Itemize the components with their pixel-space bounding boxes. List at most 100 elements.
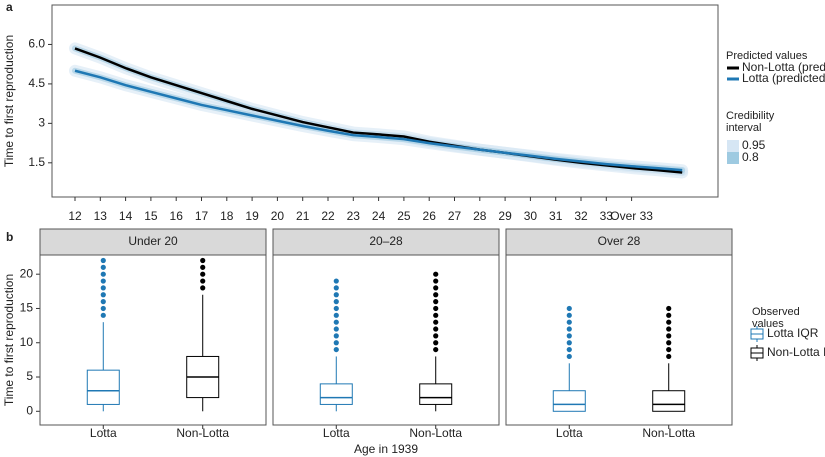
outlier xyxy=(666,346,672,353)
outlier xyxy=(566,326,572,332)
outlier xyxy=(100,305,106,312)
x-tick-label: 19 xyxy=(245,209,259,223)
outlier xyxy=(566,305,572,312)
outlier xyxy=(566,312,572,318)
legend-title: Predicted values xyxy=(726,50,808,62)
outlier xyxy=(200,264,206,270)
x-tick-label: 16 xyxy=(170,209,184,223)
outlier xyxy=(433,305,439,312)
x-tick-label: 33 xyxy=(600,209,614,223)
legend-label: Lotta IQR xyxy=(767,326,819,340)
outlier xyxy=(100,278,106,284)
legend-label: Non-Lotta IQR xyxy=(767,345,825,359)
outlier xyxy=(666,340,672,346)
y-tick-label: 15 xyxy=(20,301,34,315)
outlier xyxy=(433,312,439,318)
panel-label: b xyxy=(6,230,13,244)
outlier xyxy=(433,326,439,332)
outlier xyxy=(666,353,672,360)
x-tick-label: 26 xyxy=(423,209,437,223)
x-tick-label: Lotta xyxy=(556,426,583,440)
facet-title: Over 28 xyxy=(598,234,641,248)
series-line xyxy=(74,69,683,172)
x-tick-label: 13 xyxy=(94,209,108,223)
y-axis-label: Time to first reproduction xyxy=(2,274,16,406)
box xyxy=(419,383,453,405)
outlier xyxy=(333,312,339,318)
x-tick-label: 28 xyxy=(473,209,487,223)
outlier xyxy=(333,326,339,332)
x-tick-label: 24 xyxy=(372,209,386,223)
outlier xyxy=(333,346,339,353)
outlier xyxy=(333,292,339,298)
x-tick-label: 12 xyxy=(68,209,82,223)
outlier xyxy=(433,319,439,325)
legend-title: Credibility interval xyxy=(726,110,775,134)
y-axis-label: Time to first reproduction xyxy=(2,35,16,167)
y-tick-label: 20 xyxy=(20,266,34,280)
x-tick-label: 31 xyxy=(549,209,563,223)
x-tick-label: Lotta xyxy=(90,426,117,440)
x-tick-label: 23 xyxy=(347,209,361,223)
outlier xyxy=(200,285,206,291)
x-tick-label: Non-Lotta xyxy=(176,426,229,440)
outlier xyxy=(433,278,439,284)
y-tick-label: 1.5 xyxy=(28,155,45,169)
outlier xyxy=(433,285,439,291)
outlier xyxy=(433,299,439,305)
legend-key xyxy=(727,152,739,164)
legend-label: Non-Lotta (predicted) xyxy=(742,60,825,74)
facet-area xyxy=(505,254,733,426)
x-tick-label: 32 xyxy=(574,209,588,223)
outlier xyxy=(333,319,339,325)
outlier xyxy=(666,312,672,318)
outlier xyxy=(333,333,339,339)
legend-label: 0.8 xyxy=(742,150,759,164)
x-tick-label: Non-Lotta xyxy=(642,426,695,440)
outlier xyxy=(666,305,672,312)
panel-label: a xyxy=(6,0,13,14)
outlier xyxy=(333,299,339,305)
series-line xyxy=(74,47,683,174)
y-tick-label: 10 xyxy=(20,335,34,349)
x-tick-label: 25 xyxy=(397,209,411,223)
x-tick-label: 20 xyxy=(271,209,285,223)
facet-title: 20–28 xyxy=(369,234,403,248)
outlier xyxy=(100,299,106,305)
outlier xyxy=(433,333,439,339)
legend-title: Observed values xyxy=(752,306,800,330)
x-tick-label: Lotta xyxy=(323,426,350,440)
outlier xyxy=(433,292,439,298)
box xyxy=(319,383,353,405)
facet-strip xyxy=(39,228,267,256)
outlier xyxy=(566,346,572,353)
outlier xyxy=(333,278,339,284)
box xyxy=(652,390,686,412)
facet-area xyxy=(39,254,267,426)
outlier xyxy=(200,271,206,277)
y-tick-label: 0 xyxy=(26,403,33,417)
outlier xyxy=(666,326,672,332)
facet-strip xyxy=(505,228,733,256)
x-tick-label: 17 xyxy=(195,209,209,223)
outlier xyxy=(433,346,439,353)
outlier xyxy=(100,312,106,318)
outlier xyxy=(433,340,439,346)
outlier xyxy=(100,264,106,270)
legend-label: Lotta (predicted) xyxy=(742,71,825,85)
outlier xyxy=(100,271,106,277)
outlier xyxy=(200,257,206,264)
y-tick-label: 5 xyxy=(26,369,33,383)
x-tick-label: 29 xyxy=(498,209,512,223)
outlier xyxy=(566,340,572,346)
legend-key xyxy=(727,140,739,152)
box xyxy=(552,390,586,412)
x-tick-label: 15 xyxy=(144,209,158,223)
x-tick-label: 27 xyxy=(448,209,462,223)
outlier xyxy=(566,333,572,339)
x-tick-label: 21 xyxy=(296,209,310,223)
x-tick-label: Over 33 xyxy=(610,209,653,223)
outlier xyxy=(433,271,439,277)
